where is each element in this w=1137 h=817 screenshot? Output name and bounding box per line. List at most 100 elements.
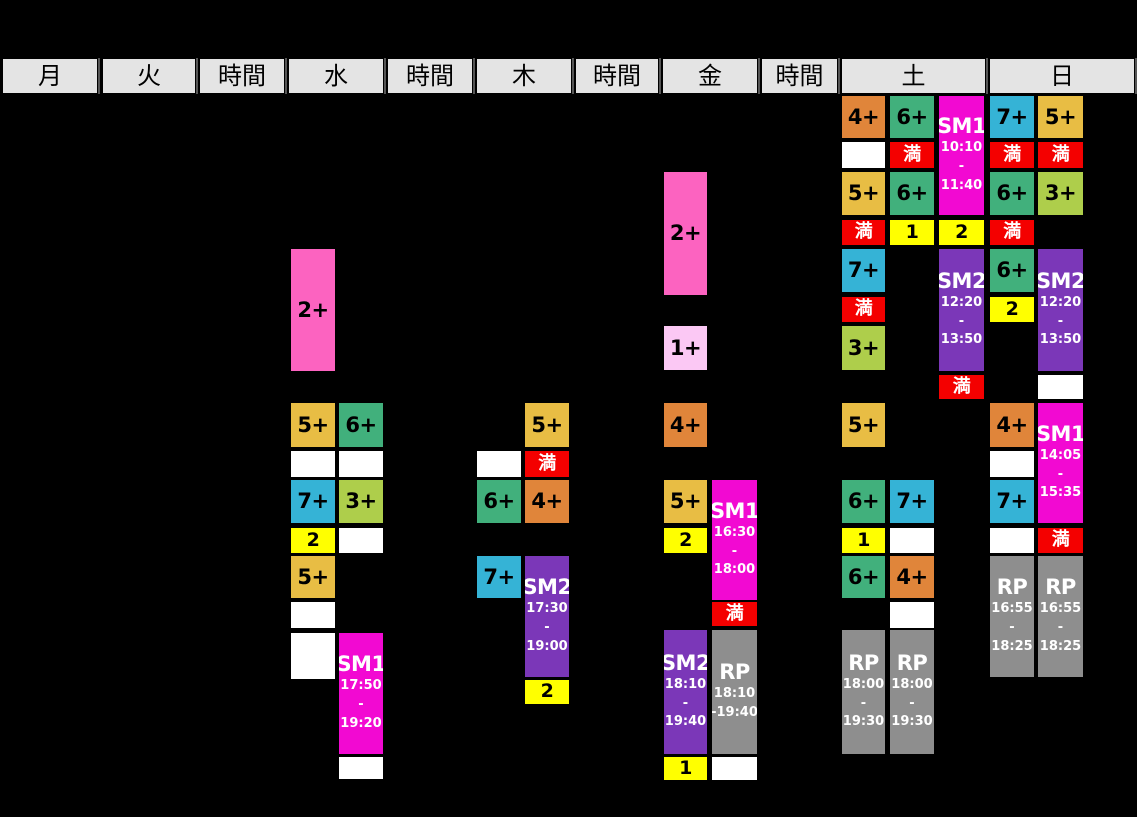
schedule-cell-thu2-sm2[interactable]: SM2 17:30 - 19:00 [524,555,570,678]
schedule-cell-fri-1[interactable]: 1 [663,756,708,781]
schedule-cell-sat2-7plus[interactable]: 7+ [889,479,935,524]
cell-label: 3+ [847,335,880,360]
schedule-cell-wed-2[interactable]: 2 [290,527,336,554]
cell-time: 14:05 - 15:35 [1039,447,1082,501]
schedule-cell-thu2-5plus[interactable]: 5+ [524,402,570,448]
cell-label: 7+ [996,489,1028,514]
cell-label: 6+ [896,181,928,206]
cell-label: RP [996,575,1028,600]
schedule-cell-thu2-2[interactable]: 2 [524,679,570,705]
schedule-cell-sat1-3plus[interactable]: 3+ [841,325,886,371]
cell-label: 5+ [847,181,880,206]
schedule-cell-sat1-1[interactable]: 1 [841,527,886,554]
schedule-cell-fri-4plus[interactable]: 4+ [663,402,708,448]
schedule-cell-sat2-blank1 [889,527,935,554]
schedule-cell-sat1-4plus[interactable]: 4+ [841,95,886,139]
schedule-cell-thu-6plus[interactable]: 6+ [476,479,522,524]
schedule-cell-fri-2plus[interactable]: 2+ [663,171,708,296]
schedule-cell-fri2-man[interactable]: 満 [711,601,758,627]
schedule-cell-wed-5plus-b[interactable]: 5+ [290,555,336,599]
schedule-cell-sat2-1[interactable]: 1 [889,219,935,246]
schedule-cell-wed2-3plus[interactable]: 3+ [338,479,384,524]
schedule-cell-sun2-sm2[interactable]: SM2 12:20 - 13:50 [1037,248,1084,372]
schedule-cell-fri-sm2[interactable]: SM2 18:10 - 19:40 [663,629,708,755]
schedule-cell-sat3-sm2[interactable]: SM2 12:20 - 13:50 [938,248,985,372]
schedule-cell-sun2-man1[interactable]: 満 [1037,141,1084,169]
column-header-10[interactable]: 日 [989,58,1135,94]
column-header-1[interactable]: 火 [102,58,196,94]
schedule-cell-sun1-rp[interactable]: RP 16:55 - 18:25 [989,555,1035,678]
cell-label: 1 [679,756,692,779]
schedule-cell-sun1-7plusb[interactable]: 7+ [989,479,1035,524]
schedule-cell-sun1-4plus[interactable]: 4+ [989,402,1035,448]
cell-time: 18:10 - 19:40 [664,676,707,730]
schedule-cell-sat2-4plus[interactable]: 4+ [889,555,935,599]
cell-time: 10:10 - 11:40 [940,140,983,193]
cell-time: 12:20 - 13:50 [940,294,983,348]
schedule-cell-sun1-7plus[interactable]: 7+ [989,95,1035,139]
column-header-8[interactable]: 時間 [761,58,838,94]
schedule-cell-sat2-6plusb[interactable]: 6+ [889,171,935,216]
schedule-cell-sat1-rp[interactable]: RP 18:00 - 19:30 [841,629,886,755]
column-header-0[interactable]: 月 [2,58,98,94]
cell-label: 満 [1003,221,1021,243]
schedule-cell-wed2-blank2 [338,527,384,554]
column-header-7[interactable]: 金 [662,58,758,94]
cell-label: 5+ [531,412,563,437]
cell-label: 2+ [669,221,702,246]
schedule-cell-sun2-5plus[interactable]: 5+ [1037,95,1084,139]
schedule-cell-sun2-sm1[interactable]: SM1 14:05 - 15:35 [1037,402,1084,524]
column-header-9[interactable]: 土 [841,58,986,94]
schedule-cell-fri2-sm1[interactable]: SM1 16:30 - 18:00 [711,479,758,601]
column-header-label: 時間 [593,62,641,90]
cell-label: RP [1045,575,1076,600]
schedule-cell-sat1-5plusb[interactable]: 5+ [841,402,886,448]
schedule-cell-sat1-6plus[interactable]: 6+ [841,479,886,524]
schedule-cell-thu-7plus[interactable]: 7+ [476,555,522,599]
schedule-cell-sat2-rp[interactable]: RP 18:00 - 19:30 [889,629,935,755]
schedule-cell-sat1-6plusb[interactable]: 6+ [841,555,886,599]
schedule-cell-sat2-6plus[interactable]: 6+ [889,95,935,139]
schedule-cell-sat1-5plus[interactable]: 5+ [841,171,886,216]
schedule-cell-thu2-man1[interactable]: 満 [524,450,570,478]
schedule-cell-sat3-man[interactable]: 満 [938,374,985,400]
schedule-cell-thu2-4plus[interactable]: 4+ [524,479,570,524]
column-header-3[interactable]: 水 [288,58,384,94]
schedule-cell-wed-5plus[interactable]: 5+ [290,402,336,448]
schedule-cell-sat2-man1[interactable]: 満 [889,141,935,169]
schedule-cell-wed-2plus[interactable]: 2+ [290,248,336,372]
schedule-cell-wed2-sm1[interactable]: SM1 17:50 - 19:20 [338,632,384,755]
cell-label: 6+ [996,258,1028,283]
schedule-cell-sun1-2[interactable]: 2 [989,296,1035,323]
schedule-cell-sun2-rp[interactable]: RP 16:55 - 18:25 [1037,555,1084,678]
schedule-cell-sun1-man1[interactable]: 満 [989,141,1035,169]
column-header-label: 金 [698,62,722,90]
column-header-2[interactable]: 時間 [199,58,285,94]
schedule-cell-sun1-6plus[interactable]: 6+ [989,171,1035,216]
schedule-cell-sun2-man2[interactable]: 満 [1037,527,1084,554]
cell-label: 1 [857,528,870,551]
schedule-cell-sat1-man2[interactable]: 満 [841,296,886,323]
schedule-cell-sun2-3plus[interactable]: 3+ [1037,171,1084,216]
schedule-cell-sun1-man2[interactable]: 満 [989,219,1035,246]
schedule-cell-fri2-rp[interactable]: RP 18:10 -19:40 [711,629,758,755]
schedule-cell-sat3-sm1[interactable]: SM1 10:10 - 11:40 [938,95,985,216]
schedule-cell-fri-2[interactable]: 2 [663,527,708,554]
schedule-cell-sat1-7plus[interactable]: 7+ [841,248,886,293]
schedule-cell-wed-7plus[interactable]: 7+ [290,479,336,524]
schedule-cell-sat1-man1[interactable]: 満 [841,219,886,246]
cell-label: SM2 [663,650,708,675]
column-header-6[interactable]: 時間 [575,58,659,94]
column-header-label: 月 [38,62,62,90]
column-header-5[interactable]: 木 [476,58,572,94]
schedule-cell-sat3-2[interactable]: 2 [938,219,985,246]
schedule-cell-wed2-6plus[interactable]: 6+ [338,402,384,448]
schedule-cell-fri-1plus[interactable]: 1+ [663,325,708,371]
schedule-cell-fri-5plus[interactable]: 5+ [663,479,708,524]
schedule-cell-sun1-6plusb[interactable]: 6+ [989,248,1035,293]
schedule-cell-sun1-blank1 [989,450,1035,478]
cell-time: 16:55 - 18:25 [1039,601,1082,654]
cell-label: 4+ [996,412,1028,437]
column-header-4[interactable]: 時間 [387,58,473,94]
